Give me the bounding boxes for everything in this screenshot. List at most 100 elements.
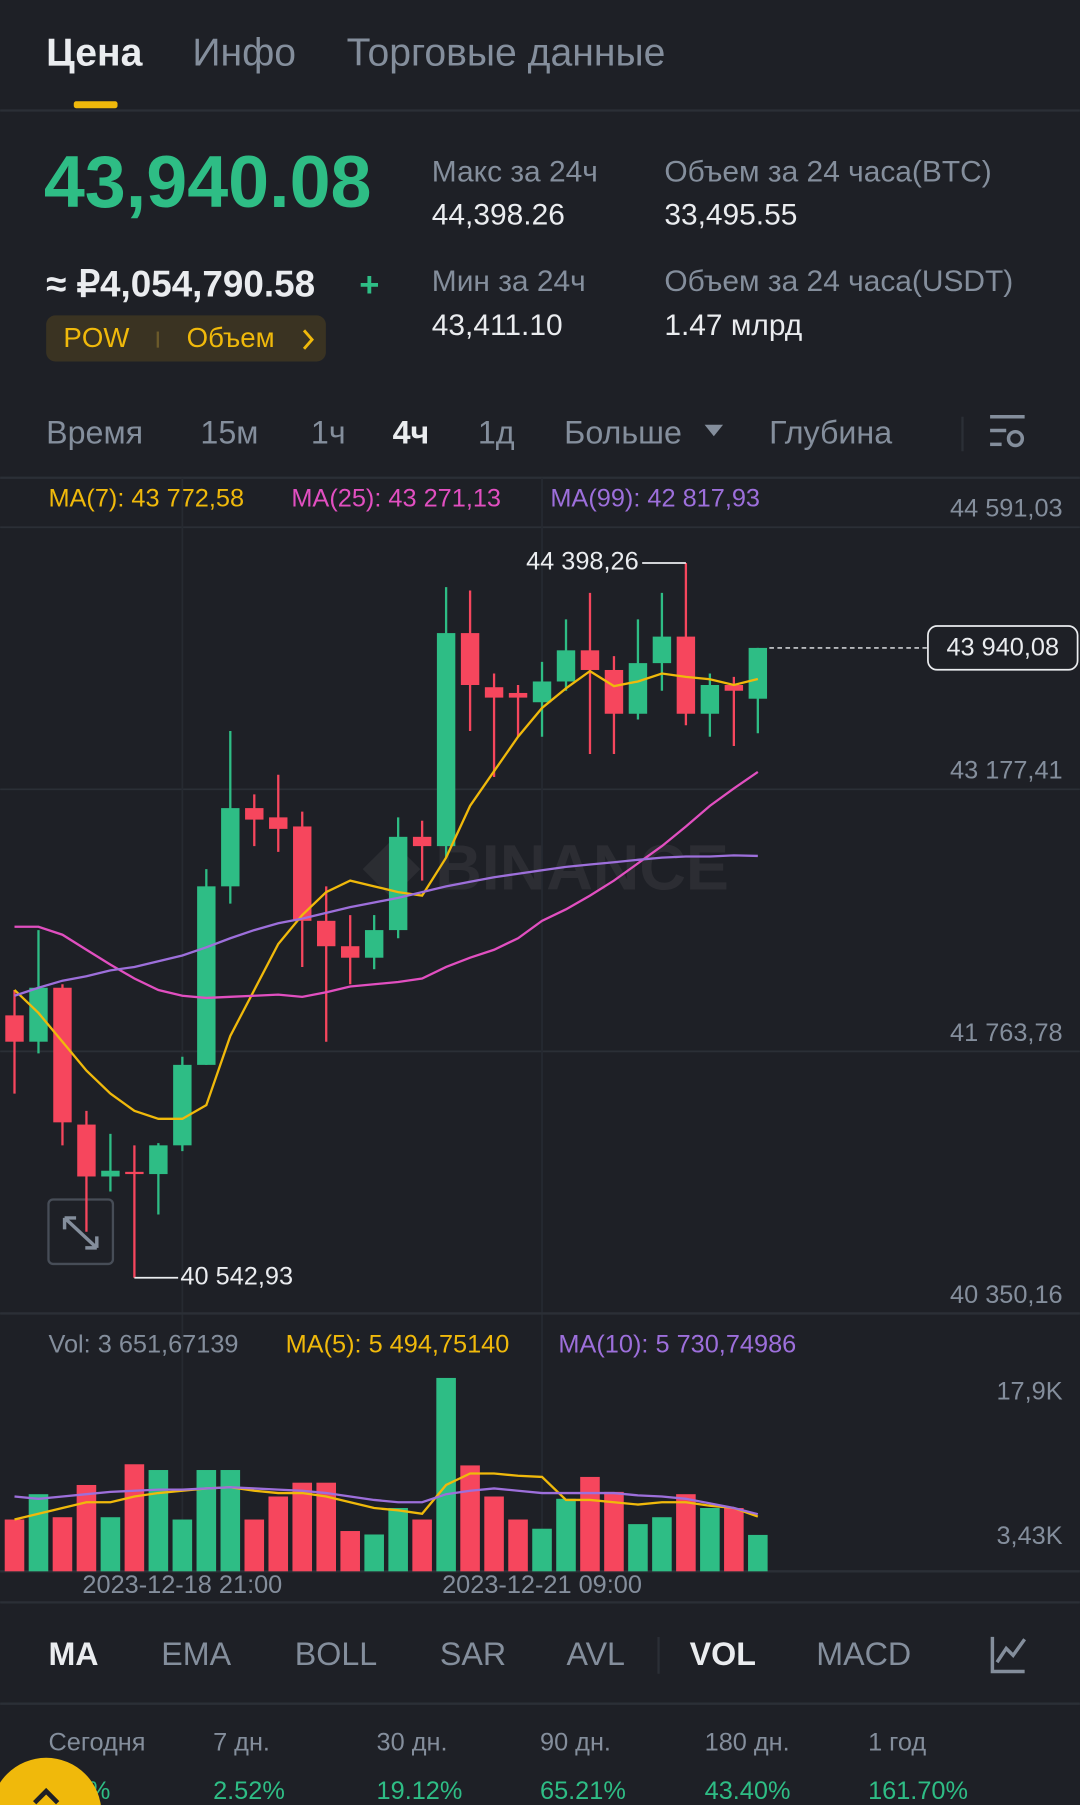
- interval[interactable]: 15м: [200, 415, 258, 451]
- interval[interactable]: 1ч: [311, 415, 346, 451]
- candle-body: [676, 636, 696, 714]
- stat-label: Мин за 24ч: [432, 265, 586, 298]
- volume-bar: [748, 1534, 768, 1572]
- volume-bar: [460, 1465, 480, 1572]
- volume-bar: [532, 1528, 552, 1572]
- volume-bar: [508, 1519, 528, 1572]
- volume-bar: [364, 1534, 384, 1572]
- indicator-active[interactable]: VOL: [690, 1636, 756, 1672]
- period-change: 43.40%: [705, 1777, 791, 1805]
- volume-bar: [580, 1476, 600, 1572]
- period-label: 1 год: [868, 1729, 926, 1757]
- tag[interactable]: POW: [63, 322, 129, 353]
- tab[interactable]: Инфо: [192, 32, 296, 75]
- chevron: [302, 329, 314, 350]
- indicator[interactable]: SAR: [440, 1636, 506, 1672]
- volume-bar: [484, 1496, 504, 1572]
- stat-label: Объем за 24 часа(USDT): [664, 265, 1013, 298]
- y-tick-label: 44 591,03: [950, 495, 1063, 523]
- volume-bar: [388, 1508, 408, 1572]
- ma-line: [14, 854, 758, 997]
- period-change: 2.52%: [213, 1777, 285, 1805]
- y-tick-label: 43 177,41: [950, 757, 1063, 785]
- volume-bar: [652, 1517, 672, 1572]
- stat-value: 43,411.10: [432, 309, 563, 342]
- volume-bar: [700, 1508, 720, 1572]
- candle-body: [77, 1124, 96, 1177]
- volume-bar: [100, 1517, 121, 1572]
- interval[interactable]: 1д: [478, 415, 515, 451]
- volume-bar: [220, 1470, 241, 1572]
- stat-value: 1.47 млрд: [664, 309, 802, 342]
- candle-body: [556, 650, 576, 682]
- home-button[interactable]: [0, 1757, 101, 1805]
- ma-legend: MA(25): 43 271,13: [291, 484, 501, 512]
- period-change: 161.70%: [868, 1777, 968, 1805]
- volume-bar: [676, 1494, 696, 1572]
- volume-bar: [724, 1508, 744, 1572]
- tab-active[interactable]: Цена: [46, 32, 143, 75]
- candle-body: [125, 1171, 144, 1175]
- candle-body: [532, 681, 552, 703]
- interval-active[interactable]: 4ч: [393, 415, 430, 451]
- indicator-settings-icon[interactable]: [990, 1636, 1027, 1674]
- period-change: 19.12%: [377, 1777, 463, 1805]
- indicator[interactable]: BOLL: [295, 1636, 377, 1672]
- volume-bar: [604, 1491, 624, 1572]
- interval[interactable]: Время: [46, 415, 143, 451]
- vol-ma-legend: MA(5): 5 494,75140: [286, 1330, 510, 1358]
- candle-body: [149, 1145, 168, 1175]
- vol-ma-line: [14, 1486, 759, 1516]
- candle-body: [173, 1064, 192, 1146]
- tag[interactable]: Объем: [187, 322, 275, 353]
- ma-line: [13, 669, 759, 1120]
- vol-tick-label: 17,9K: [996, 1378, 1062, 1406]
- stat-label: Объем за 24 часа(BTC): [664, 156, 991, 189]
- last-price: 43,940.08: [44, 140, 372, 223]
- high-marker-label: 44 398,26: [526, 548, 639, 576]
- indicator[interactable]: MACD: [816, 1636, 911, 1672]
- volume-bar: [316, 1482, 337, 1572]
- interval[interactable]: Глубина: [769, 415, 892, 451]
- candle-body: [340, 946, 360, 958]
- x-tick-label: 2023-12-21 09:00: [442, 1571, 642, 1599]
- candle-body: [724, 685, 744, 691]
- candle-body: [245, 808, 264, 820]
- volume-bar: [556, 1498, 576, 1572]
- stat-label: Макс за 24ч: [432, 156, 598, 189]
- period-label: 90 дн.: [540, 1729, 611, 1757]
- fiat-price: ≈ ₽4,054,790.58: [46, 263, 315, 304]
- indicator-active[interactable]: MA: [48, 1636, 98, 1672]
- volume-bar: [76, 1484, 97, 1572]
- settings-icon[interactable]: [990, 414, 1025, 448]
- low-marker-label: 40 542,93: [180, 1262, 293, 1290]
- candle-body: [197, 886, 216, 1065]
- volume-bar: [292, 1482, 313, 1572]
- vol-ma-legend: MA(10): 5 730,74986: [558, 1330, 796, 1358]
- tag-box[interactable]: [46, 315, 326, 362]
- interval[interactable]: Больше: [564, 415, 682, 451]
- volume-bar: [244, 1519, 265, 1572]
- tab[interactable]: Торговые данные: [347, 32, 666, 75]
- fiat-change: +: [359, 266, 379, 304]
- ma-legend: MA(7): 43 772,58: [48, 484, 244, 512]
- candle-body: [652, 636, 672, 664]
- x-tick-label: 2023-12-18 21:00: [82, 1571, 282, 1599]
- candle-body: [412, 836, 432, 847]
- candle-body: [53, 987, 72, 1123]
- dropdown-arrow: [704, 424, 724, 437]
- period-label: 180 дн.: [705, 1729, 790, 1757]
- volume-bar: [268, 1496, 289, 1572]
- volume-bar: [172, 1519, 193, 1572]
- candle-body: [460, 633, 480, 686]
- indicator[interactable]: AVL: [566, 1636, 625, 1672]
- stat-value: 33,495.55: [664, 198, 797, 231]
- volume-bar: [628, 1524, 648, 1572]
- indicator[interactable]: EMA: [161, 1636, 231, 1672]
- candle-body: [604, 669, 624, 714]
- period-label: 7 дн.: [213, 1729, 270, 1757]
- volume-bar: [28, 1494, 49, 1572]
- candle-body: [5, 1015, 24, 1042]
- expand-button[interactable]: [47, 1198, 115, 1266]
- volume-bar: [124, 1464, 145, 1572]
